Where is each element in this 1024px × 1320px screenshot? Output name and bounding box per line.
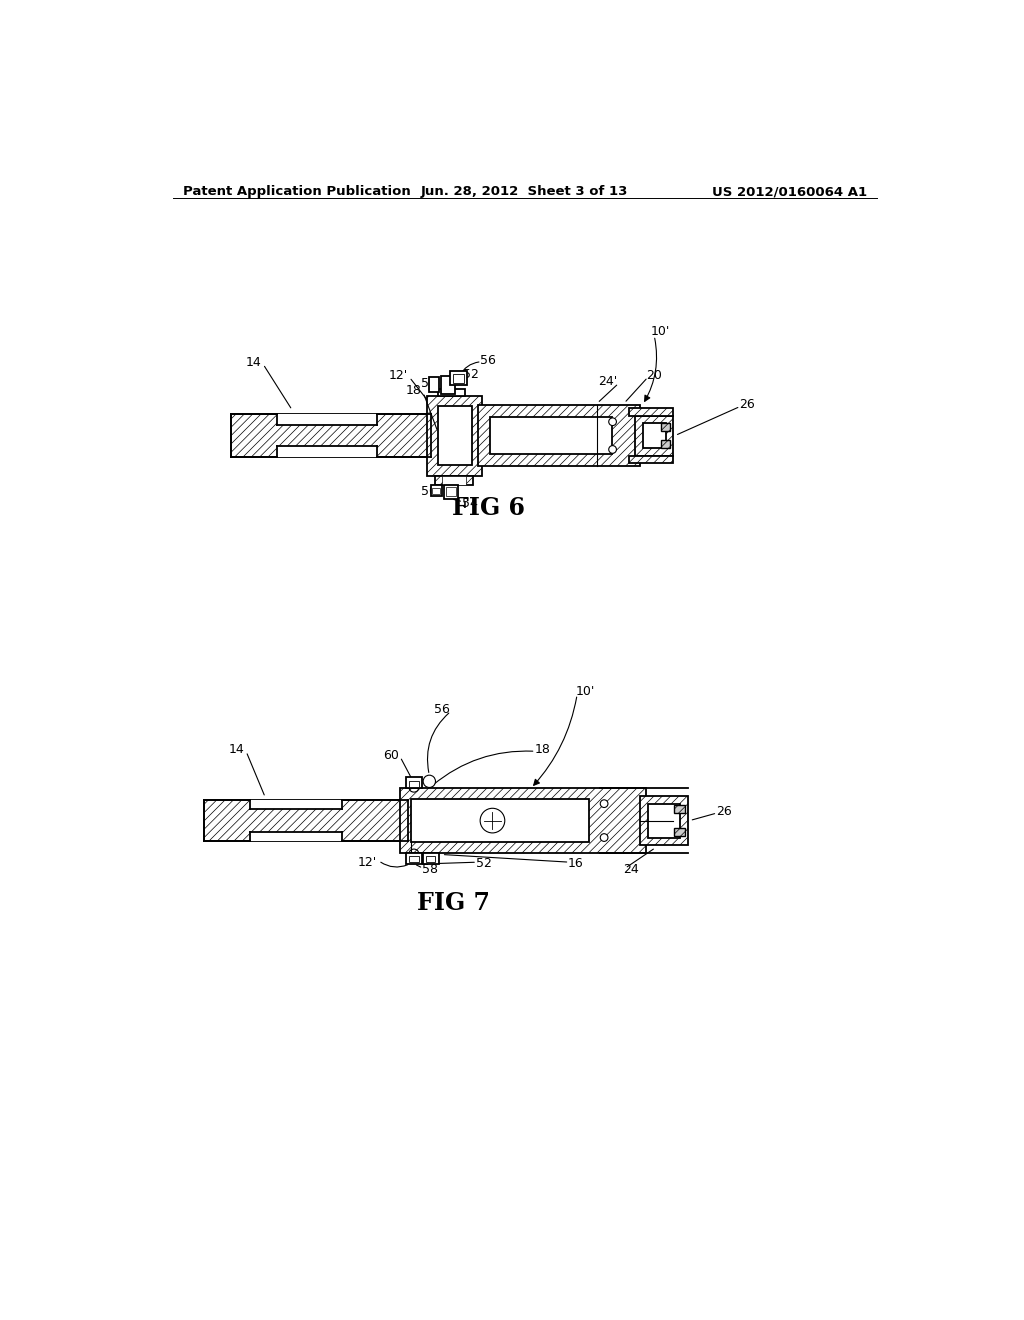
Bar bbox=[674, 829, 685, 836]
Bar bbox=[230, 414, 431, 457]
Text: 16: 16 bbox=[568, 857, 584, 870]
Text: US 2012/0160064 A1: US 2012/0160064 A1 bbox=[712, 185, 866, 198]
Text: FIG 6: FIG 6 bbox=[453, 496, 525, 520]
Bar bbox=[410, 857, 419, 862]
Text: 20: 20 bbox=[646, 370, 663, 381]
Bar bbox=[432, 488, 440, 494]
Text: 50: 50 bbox=[421, 484, 437, 498]
Bar bbox=[426, 857, 435, 862]
Text: 60: 60 bbox=[383, 748, 398, 762]
Bar bbox=[674, 805, 685, 813]
Bar bbox=[276, 446, 377, 457]
Bar bbox=[429, 378, 439, 392]
Text: 12': 12' bbox=[357, 855, 377, 869]
Text: 10': 10' bbox=[575, 685, 595, 698]
Bar bbox=[441, 376, 455, 395]
Circle shape bbox=[480, 808, 505, 833]
Bar bbox=[451, 371, 467, 385]
Text: 58: 58 bbox=[422, 863, 437, 876]
Text: 54: 54 bbox=[462, 496, 477, 510]
Bar bbox=[410, 780, 419, 787]
Bar bbox=[478, 405, 640, 466]
Circle shape bbox=[608, 418, 616, 425]
Bar bbox=[411, 799, 590, 842]
Text: 52: 52 bbox=[463, 367, 479, 380]
Bar bbox=[629, 455, 674, 463]
Text: 26: 26 bbox=[739, 399, 755, 412]
Text: 50: 50 bbox=[421, 376, 437, 389]
Text: 14: 14 bbox=[246, 356, 261, 370]
Bar bbox=[407, 853, 422, 863]
Circle shape bbox=[600, 800, 608, 808]
Bar bbox=[427, 396, 482, 475]
Bar bbox=[662, 424, 671, 430]
Bar bbox=[640, 796, 688, 845]
Text: Patent Application Publication: Patent Application Publication bbox=[183, 185, 411, 198]
Bar bbox=[431, 484, 441, 496]
Text: 24: 24 bbox=[624, 863, 639, 876]
Text: 26: 26 bbox=[716, 805, 731, 818]
Text: 18: 18 bbox=[535, 743, 551, 756]
Text: 52: 52 bbox=[475, 857, 492, 870]
Text: 10': 10' bbox=[650, 325, 670, 338]
Bar bbox=[629, 408, 674, 416]
Bar bbox=[442, 475, 466, 484]
Text: 56: 56 bbox=[434, 704, 451, 717]
Bar bbox=[438, 407, 472, 465]
Bar bbox=[407, 777, 422, 788]
Bar bbox=[662, 441, 671, 447]
Bar bbox=[446, 487, 456, 496]
Circle shape bbox=[423, 775, 435, 788]
Text: Jun. 28, 2012  Sheet 3 of 13: Jun. 28, 2012 Sheet 3 of 13 bbox=[421, 185, 629, 198]
Text: FIG 7: FIG 7 bbox=[418, 891, 490, 916]
Bar bbox=[400, 788, 646, 853]
Bar bbox=[444, 484, 458, 499]
Bar bbox=[276, 414, 377, 425]
Bar bbox=[250, 832, 342, 841]
Bar bbox=[643, 424, 666, 447]
Text: 18: 18 bbox=[406, 384, 422, 397]
Text: 12': 12' bbox=[388, 370, 408, 381]
Text: 14: 14 bbox=[228, 743, 245, 756]
Bar bbox=[423, 853, 438, 863]
Bar bbox=[204, 800, 408, 841]
Bar bbox=[635, 416, 674, 455]
Bar bbox=[438, 389, 465, 396]
Bar bbox=[454, 374, 464, 383]
Text: 56: 56 bbox=[480, 354, 496, 367]
Bar bbox=[250, 800, 342, 809]
Bar bbox=[435, 475, 473, 484]
Bar bbox=[648, 804, 680, 838]
Text: 24': 24' bbox=[598, 375, 617, 388]
Circle shape bbox=[608, 446, 616, 453]
Bar bbox=[490, 417, 611, 454]
Circle shape bbox=[600, 834, 608, 841]
